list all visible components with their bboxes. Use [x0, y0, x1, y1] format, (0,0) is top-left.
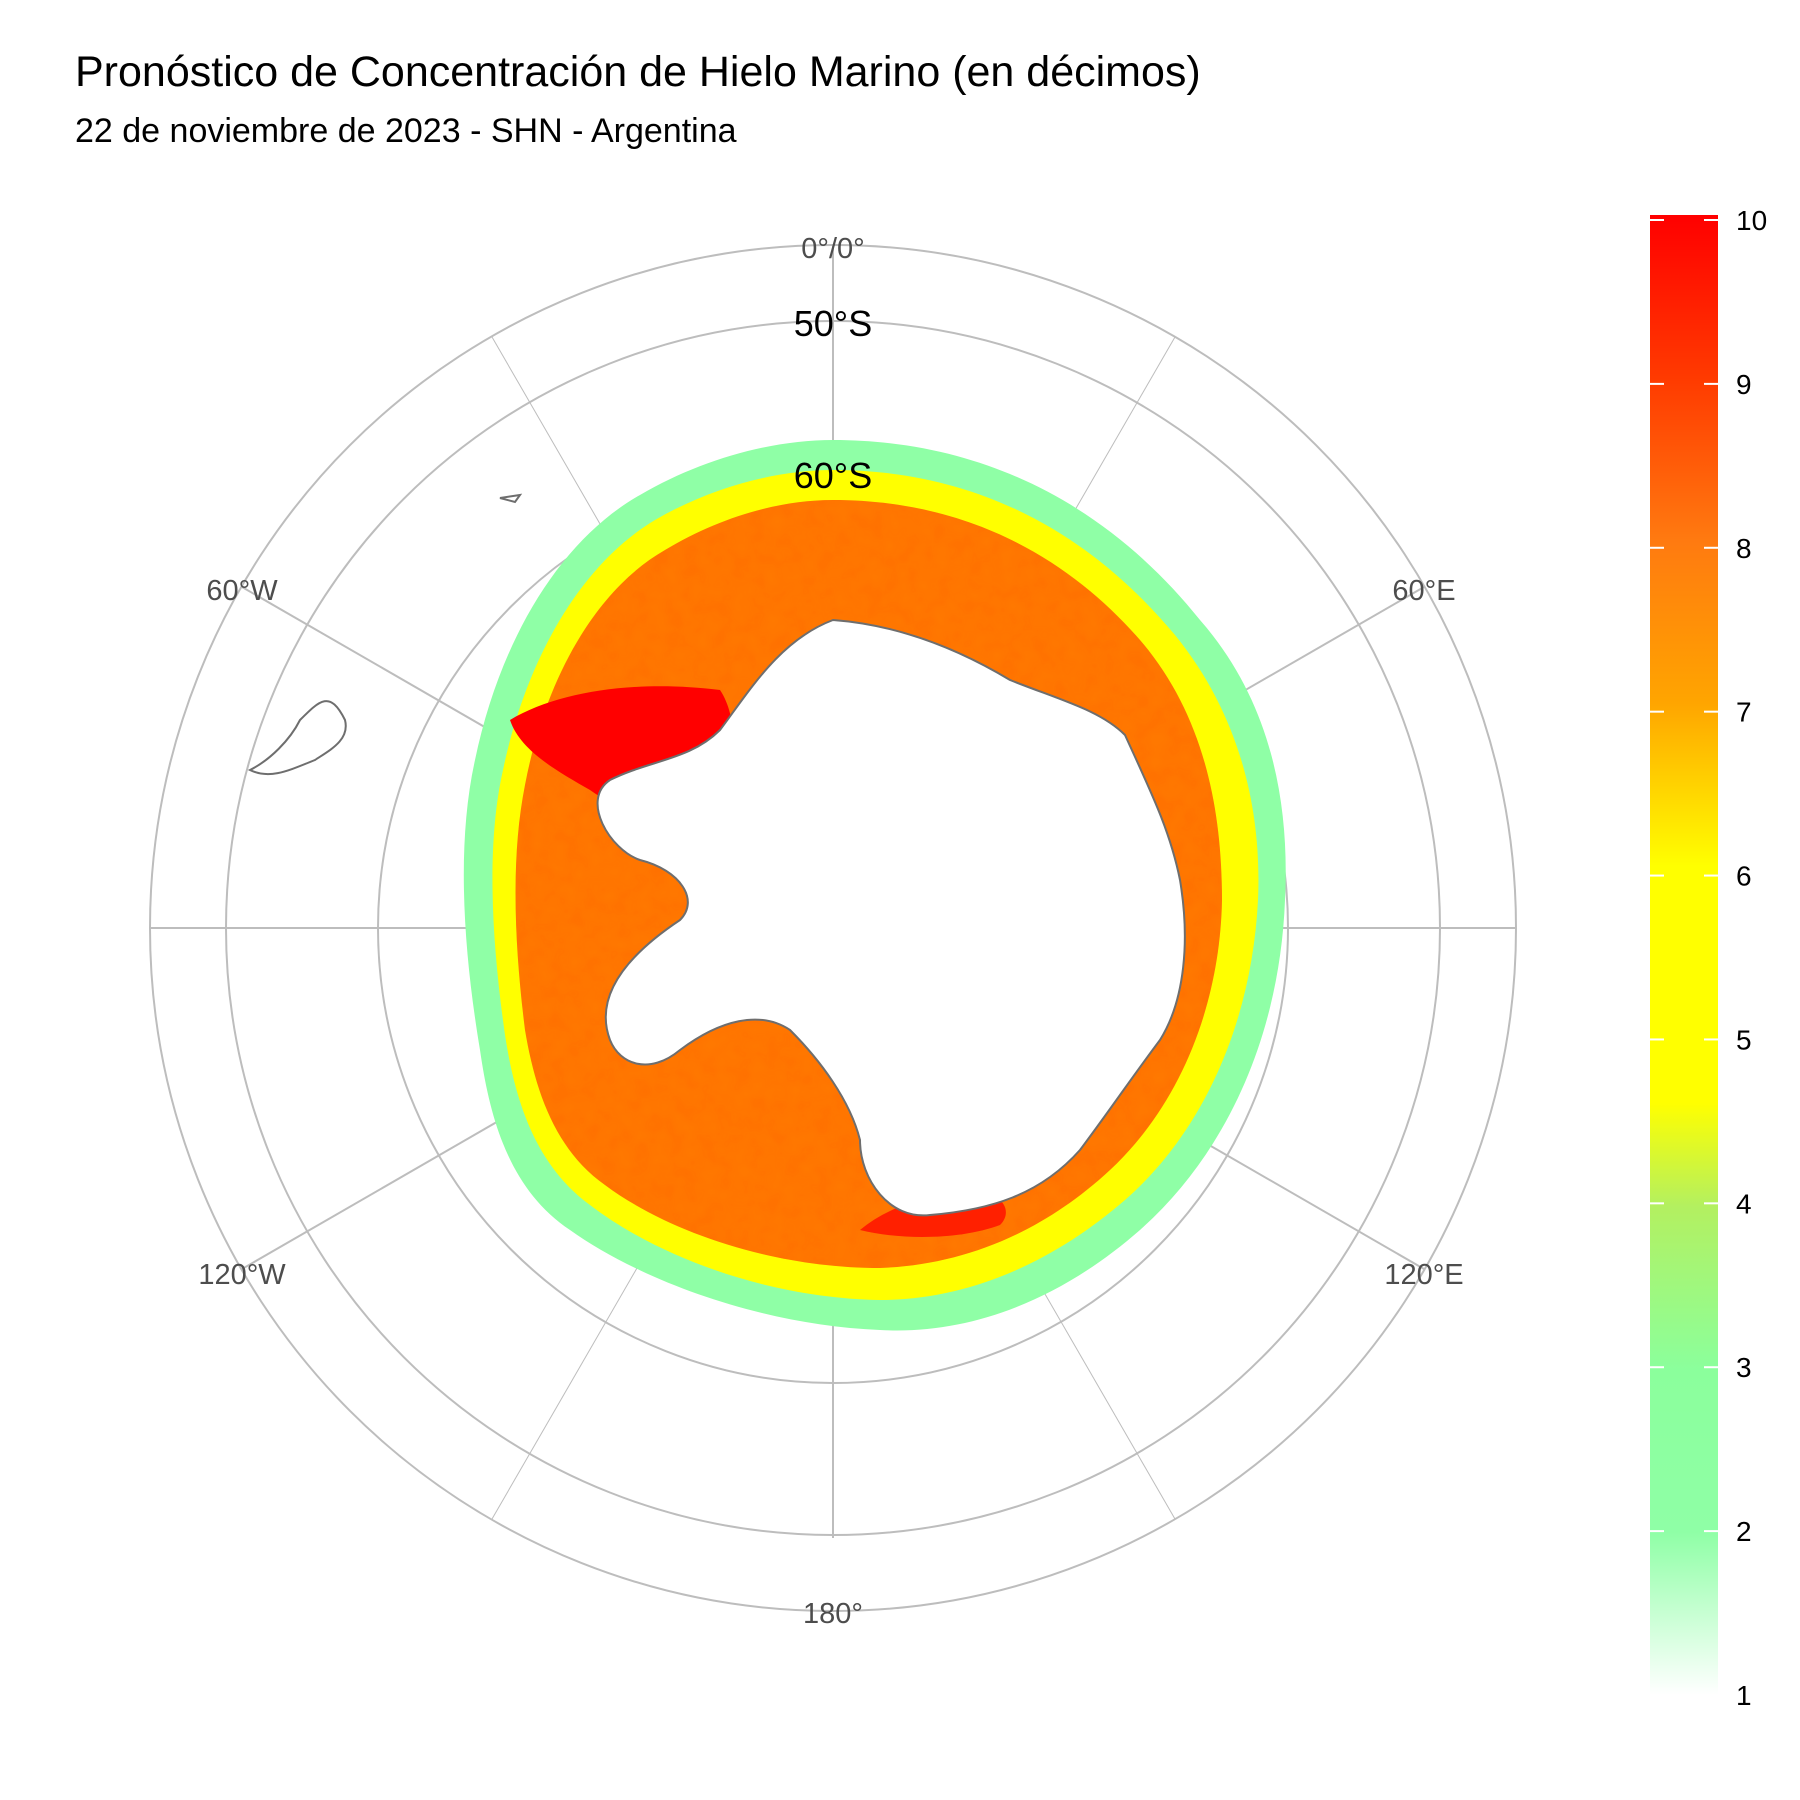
colorbar-tick-label: 9	[1736, 369, 1752, 400]
colorbar-tick-label: 8	[1736, 533, 1752, 564]
colorbar-legend: 10 9 8 7 6 5 4 3 2 1	[1650, 205, 1767, 1711]
lon-label-180: 180°	[803, 1598, 863, 1630]
lat-label-60s: 60°S	[794, 455, 872, 496]
colorbar-tick-label: 7	[1736, 697, 1752, 728]
colorbar-ticks: 10 9 8 7 6 5 4 3 2 1	[1650, 205, 1767, 1711]
colorbar-tick-label: 6	[1736, 861, 1752, 892]
island-small	[499, 493, 523, 504]
south-america-coast	[247, 700, 347, 776]
lon-label-120w: 120°W	[198, 1259, 286, 1291]
map-subtitle: 22 de noviembre de 2023 - SHN - Argentin…	[75, 112, 737, 150]
lon-label-60e: 60°E	[1392, 575, 1455, 607]
colorbar-tick-label: 1	[1736, 1680, 1752, 1711]
lon-label-60w: 60°W	[206, 575, 278, 607]
latitude-labels: 50°S 60°S	[794, 303, 872, 496]
antarctica	[596, 618, 1186, 1217]
colorbar-tick-label: 2	[1736, 1516, 1752, 1547]
map-title: Pronóstico de Concentración de Hielo Mar…	[75, 48, 1201, 96]
lon-label-120e: 120°E	[1384, 1259, 1463, 1291]
colorbar-tick-label: 5	[1736, 1024, 1752, 1055]
lon-label-0: 0°/0°	[801, 233, 865, 265]
colorbar-tick-label: 10	[1736, 205, 1767, 236]
sea-ice-field	[463, 440, 1286, 1331]
colorbar	[1650, 215, 1718, 1695]
colorbar-tick-label: 4	[1736, 1188, 1752, 1219]
lat-label-50s: 50°S	[794, 303, 872, 344]
colorbar-tick-label: 3	[1736, 1352, 1752, 1383]
longitude-labels: 0°/0° 60°E 120°E 180° 120°W 60°W	[198, 233, 1463, 1630]
